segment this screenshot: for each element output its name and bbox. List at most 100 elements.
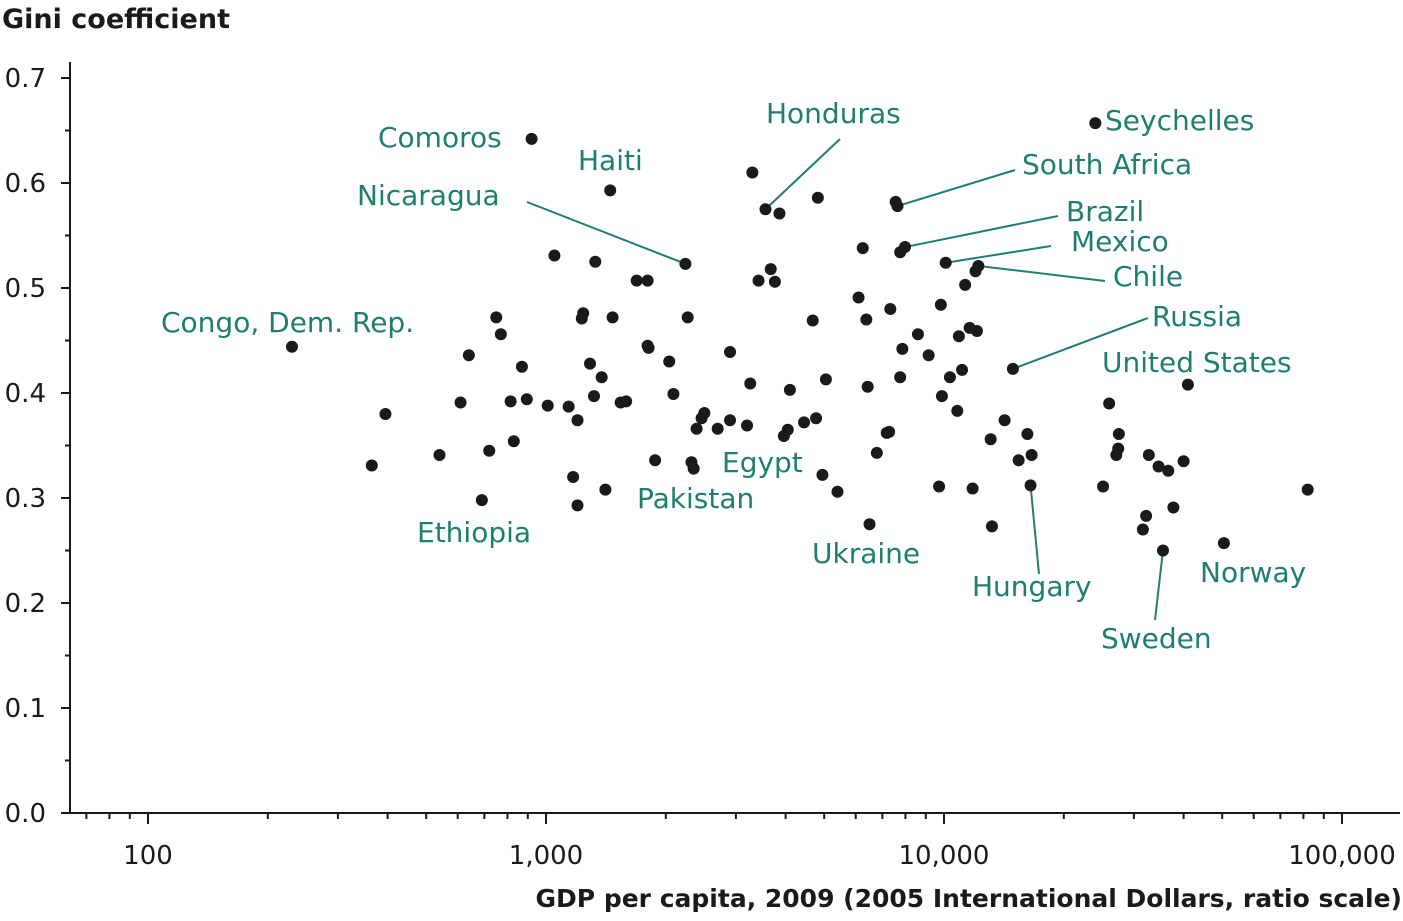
y-tick-label: 0.7 bbox=[5, 64, 46, 94]
x-tick-label: 10,000 bbox=[899, 841, 990, 871]
data-point bbox=[959, 278, 972, 291]
data-point-hungary bbox=[1024, 479, 1037, 492]
data-point bbox=[933, 480, 946, 493]
data-point-haiti bbox=[604, 184, 617, 197]
country-label-norway: Norway bbox=[1200, 556, 1306, 589]
data-point bbox=[577, 307, 590, 320]
data-point bbox=[1167, 501, 1180, 514]
data-point bbox=[571, 414, 584, 427]
data-point bbox=[984, 433, 997, 446]
data-point bbox=[773, 207, 786, 220]
leader-line-mexico bbox=[945, 245, 1052, 264]
data-point bbox=[896, 342, 909, 355]
data-point bbox=[884, 303, 897, 315]
leader-line-nicaragua bbox=[526, 201, 686, 265]
x-tick-label: 100 bbox=[123, 841, 173, 871]
country-label-russia: Russia bbox=[1152, 300, 1242, 333]
data-point bbox=[819, 373, 832, 386]
data-point-congo-dem-rep bbox=[285, 340, 298, 353]
country-label-united-states: United States bbox=[1102, 346, 1292, 379]
leader-line-brazil bbox=[904, 215, 1059, 249]
data-point-honduras bbox=[759, 203, 772, 216]
data-point bbox=[1112, 427, 1125, 440]
data-point bbox=[860, 313, 873, 326]
data-point bbox=[1140, 509, 1153, 522]
data-point bbox=[698, 406, 711, 419]
data-point bbox=[433, 448, 446, 461]
data-point-sweden bbox=[1156, 544, 1169, 557]
data-point bbox=[783, 383, 796, 396]
data-point bbox=[870, 446, 883, 459]
data-point bbox=[970, 325, 983, 338]
data-point bbox=[571, 499, 584, 512]
country-label-comoros: Comoros bbox=[378, 121, 502, 154]
data-point-seychelles bbox=[1089, 117, 1102, 130]
data-point bbox=[1021, 427, 1034, 440]
data-point bbox=[1177, 455, 1190, 468]
data-point bbox=[746, 166, 759, 179]
x-tick-label: 1,000 bbox=[509, 841, 583, 871]
data-point bbox=[1136, 523, 1149, 536]
data-point-ukraine bbox=[863, 518, 876, 531]
data-point-mexico bbox=[939, 256, 952, 269]
data-point bbox=[483, 444, 496, 457]
country-label-sweden: Sweden bbox=[1101, 622, 1212, 655]
data-point-brazil bbox=[898, 241, 911, 254]
data-point-chile bbox=[972, 259, 985, 272]
data-point bbox=[911, 328, 924, 341]
y-tick-label: 0.3 bbox=[5, 484, 46, 514]
data-point bbox=[1152, 460, 1165, 473]
data-point bbox=[1025, 448, 1038, 461]
country-label-seychelles: Seychelles bbox=[1105, 104, 1254, 137]
leader-line-honduras bbox=[764, 138, 841, 210]
data-point bbox=[768, 275, 781, 288]
data-points bbox=[285, 117, 1314, 557]
country-label-chile: Chile bbox=[1113, 260, 1183, 293]
y-tick-label: 0.1 bbox=[5, 694, 46, 724]
data-point bbox=[663, 355, 676, 368]
country-label-ukraine: Ukraine bbox=[812, 537, 920, 570]
country-label-nicaragua: Nicaragua bbox=[357, 179, 500, 212]
data-point bbox=[690, 422, 703, 435]
leader-line-hungary bbox=[1029, 485, 1040, 575]
data-point bbox=[462, 349, 475, 362]
country-label-hungary: Hungary bbox=[972, 570, 1092, 603]
data-point bbox=[852, 291, 865, 304]
data-point bbox=[1112, 442, 1125, 455]
data-point-egypt bbox=[816, 468, 829, 481]
country-label-congo-dem-rep: Congo, Dem. Rep. bbox=[161, 306, 414, 339]
axes: 0.0 0.1 0.2 0.3 0.4 0.5 0.6 0.7 100 1,000 10,000 10… bbox=[5, 62, 1400, 871]
country-label-brazil: Brazil bbox=[1066, 195, 1144, 228]
data-point bbox=[589, 255, 602, 268]
data-point bbox=[998, 414, 1011, 427]
data-point bbox=[1162, 464, 1175, 477]
leader-lines bbox=[526, 138, 1164, 621]
data-point-pakistan bbox=[687, 462, 700, 475]
data-point bbox=[630, 274, 643, 287]
data-point bbox=[599, 483, 612, 496]
data-point bbox=[541, 399, 554, 412]
data-point bbox=[606, 311, 619, 324]
data-point bbox=[379, 408, 392, 420]
leader-line-south-africa bbox=[897, 169, 1016, 208]
data-point bbox=[595, 371, 608, 384]
data-point bbox=[985, 520, 998, 533]
data-point bbox=[724, 414, 737, 427]
data-point bbox=[667, 388, 680, 401]
data-point bbox=[494, 328, 507, 341]
y-tick-label: 0.6 bbox=[5, 169, 46, 199]
data-point bbox=[883, 425, 896, 438]
data-point bbox=[810, 412, 823, 425]
data-point-south-africa bbox=[891, 200, 904, 213]
data-point bbox=[956, 363, 969, 376]
country-label-egypt: Egypt bbox=[722, 446, 803, 479]
data-point bbox=[798, 416, 811, 429]
data-point bbox=[567, 471, 580, 483]
data-point bbox=[1301, 483, 1314, 496]
data-point bbox=[587, 390, 600, 403]
y-axis-label: Gini coefficient bbox=[2, 4, 230, 35]
data-point bbox=[741, 419, 754, 432]
data-point bbox=[951, 404, 964, 417]
data-point bbox=[856, 242, 869, 255]
